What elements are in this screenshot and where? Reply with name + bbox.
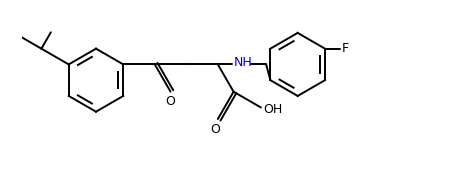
Text: NH: NH xyxy=(233,56,252,69)
Text: O: O xyxy=(211,122,221,135)
Text: F: F xyxy=(341,42,349,55)
Text: O: O xyxy=(166,95,175,108)
Text: OH: OH xyxy=(263,103,282,116)
